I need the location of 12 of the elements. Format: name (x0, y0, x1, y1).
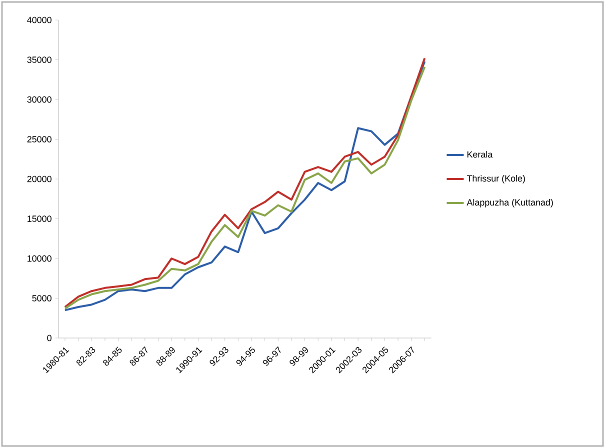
legend-label: Alappuzha (Kuttanad) (466, 198, 553, 208)
y-tick-label: 0 (47, 334, 52, 342)
y-tick-label: 30000 (27, 96, 52, 103)
y-tick-label: 5000 (32, 295, 52, 302)
y-tick-label: 10000 (28, 255, 52, 262)
legend-label: Kerala (467, 151, 493, 158)
legend-label: Thrissur (Kole) (466, 175, 525, 184)
y-tick-label: 25000 (27, 136, 52, 142)
y-tick-label: 35000 (27, 56, 52, 63)
y-tick-label: 15000 (28, 216, 52, 222)
y-tick-label: 20000 (27, 176, 52, 182)
y-tick-label: 40000 (27, 16, 52, 24)
